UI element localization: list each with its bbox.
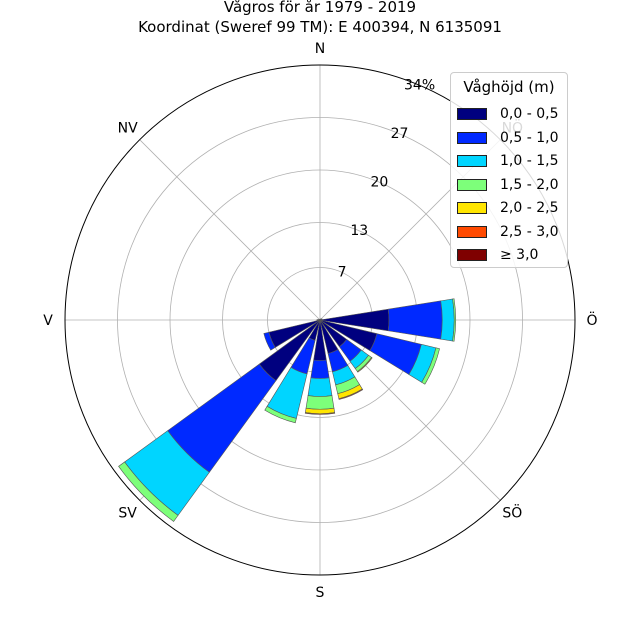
title-line-1: Vågros för år 1979 - 2019 xyxy=(223,0,417,16)
legend-swatch xyxy=(457,108,487,120)
spoke-line xyxy=(139,139,321,321)
compass-label-n: N xyxy=(315,41,325,57)
compass-label-s: S xyxy=(316,585,325,601)
legend-item: ≥ 3,0 xyxy=(457,246,538,264)
legend-label: 1,0 - 1,5 xyxy=(500,153,559,169)
bar-segment-v-bin-0 xyxy=(316,319,321,321)
bar-segment-ö-bin-2 xyxy=(440,298,455,342)
legend-item: 0,0 - 0,5 xyxy=(457,105,558,123)
legend-title: Våghöjd (m) xyxy=(463,78,555,96)
ring-line xyxy=(117,117,523,523)
polar-bars xyxy=(118,298,456,522)
legend: Våghöjd (m) 0,0 - 0,5 0,5 - 1,0 1,0 - 1,5 1… xyxy=(450,72,568,268)
bar-segment-ssö-bin-5 xyxy=(338,388,364,400)
bar-segment-vsv-bin-1 xyxy=(263,331,276,351)
outer-circle xyxy=(64,64,576,576)
bar-segment-sv-bin-3 xyxy=(118,461,179,522)
title-line-2: Koordinat (Sweref 99 TM): E 400394, N 61… xyxy=(138,18,502,36)
bar-segment-ö-bin-3 xyxy=(452,298,456,342)
polar-frame xyxy=(64,64,576,576)
legend-label: 0,0 - 0,5 xyxy=(500,106,559,122)
ring-line xyxy=(169,169,471,471)
compass-label-sv: SV xyxy=(118,505,137,521)
bar-segment-s-bin-5 xyxy=(304,412,336,415)
legend-swatch xyxy=(457,131,487,144)
compass-label-nv: NV xyxy=(118,121,138,137)
compass-label-ö: Ö xyxy=(586,311,597,329)
legend-swatch xyxy=(457,225,487,238)
legend-swatch xyxy=(457,249,487,261)
compass-label-v: V xyxy=(43,313,53,329)
bar-segment-s-bin-3 xyxy=(305,395,335,410)
legend-label: 2,0 - 2,5 xyxy=(500,200,559,216)
chart-title: Vågros för år 1979 - 2019 Koordinat (Swe… xyxy=(0,0,640,37)
legend-label: ≥ 3,0 xyxy=(500,247,539,263)
legend-swatch xyxy=(457,202,487,214)
bar-segment-ösö-bin-3 xyxy=(421,347,440,385)
legend-item: 0,5 - 1,0 xyxy=(457,129,558,147)
radial-tick-label: 20 xyxy=(370,174,388,190)
radial-tick-label: 7 xyxy=(338,264,347,280)
radial-tick-label: 13 xyxy=(350,223,368,239)
bar-segment-s-bin-1 xyxy=(310,359,330,379)
legend-label: 0,5 - 1,0 xyxy=(500,129,559,146)
legend-label: 1,5 - 2,0 xyxy=(500,176,559,193)
bar-segment-sö-bin-4 xyxy=(357,357,373,373)
legend-swatch xyxy=(457,178,487,191)
bar-segment-ssv-bin-3 xyxy=(264,405,297,424)
legend-item: 2,5 - 3,0 xyxy=(457,223,558,241)
legend-item: 1,5 - 2,0 xyxy=(457,176,558,194)
radial-tick-label: 34% xyxy=(404,77,435,93)
legend-item: 1,0 - 1,5 xyxy=(457,152,558,170)
bar-segment-ö-bin-1 xyxy=(387,300,443,340)
bar-segment-s-bin-2 xyxy=(307,377,333,397)
compass-label-sö: SÖ xyxy=(502,503,522,521)
radial-tick-label: 27 xyxy=(391,126,409,142)
legend-item: 2,0 - 2,5 xyxy=(457,199,558,217)
legend-swatch xyxy=(457,155,487,167)
legend-label: 2,5 - 3,0 xyxy=(500,223,559,240)
